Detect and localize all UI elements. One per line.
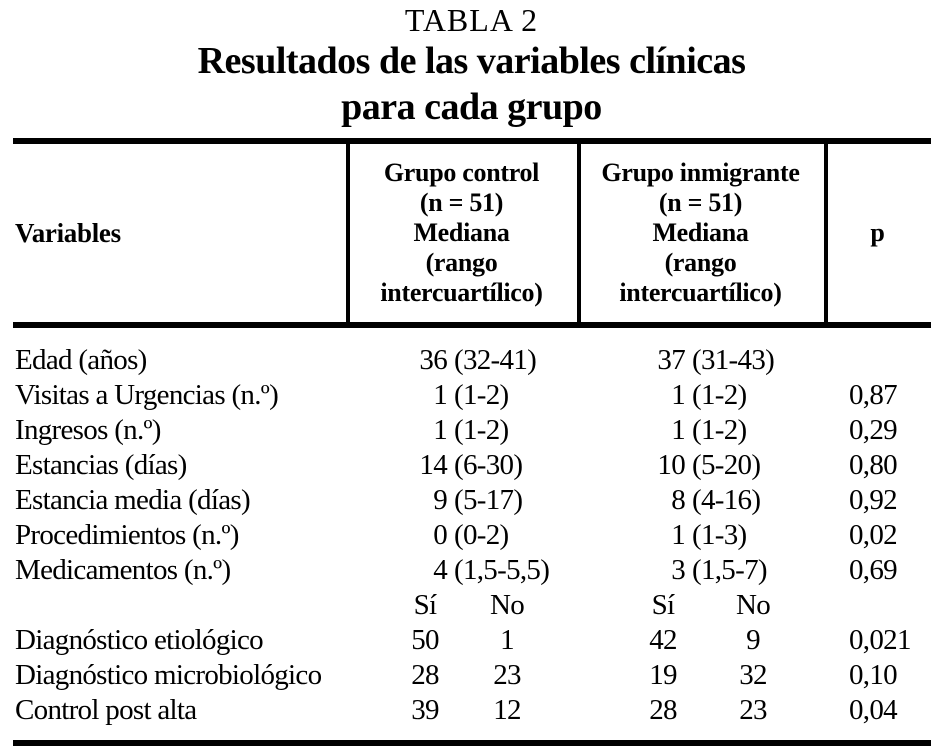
yes-label: Sí bbox=[651, 589, 675, 621]
p-value: 0,10 bbox=[849, 659, 898, 691]
immigrant-counts-cell: 42 9 bbox=[649, 624, 760, 656]
p-value: 0,92 bbox=[849, 484, 898, 516]
header-row: Variables Grupo control (n = 51) Mediana… bbox=[13, 144, 931, 322]
immigrant-group-n: (n = 51) bbox=[658, 188, 743, 217]
row-label: Procedimientos (n.º) bbox=[15, 519, 239, 551]
empty-cell bbox=[13, 588, 346, 623]
results-table: Variables Grupo control (n = 51) Mediana… bbox=[13, 138, 931, 746]
immigrant-group-name: Grupo inmigrante bbox=[601, 158, 800, 187]
p-label: p bbox=[870, 218, 885, 247]
control-median-cell: 0 (0-2) bbox=[433, 519, 509, 551]
control-median-cell: 9 (5-17) bbox=[433, 484, 523, 516]
immigrant-group-median-label: Mediana bbox=[652, 218, 749, 247]
immigrant-median-cell: 8 (4-16) bbox=[671, 484, 761, 516]
p-value: 0,29 bbox=[849, 414, 898, 446]
immigrant-median-cell: 10 (5-20) bbox=[657, 449, 761, 481]
variables-label: Variables bbox=[15, 218, 121, 248]
immigrant-median-cell: 1 (1-2) bbox=[671, 379, 747, 411]
yes-label: Sí bbox=[413, 589, 437, 621]
immigrant-group-range-label2: intercuartílico) bbox=[619, 278, 782, 307]
column-header-p: p bbox=[824, 144, 931, 322]
row-label: Estancias (días) bbox=[15, 449, 187, 481]
immigrant-median-cell: 37 (31-43) bbox=[657, 344, 775, 376]
immigrant-median-cell: 3 (1,5-7) bbox=[671, 554, 767, 586]
column-header-immigrant-group: Grupo inmigrante (n = 51) Mediana (rango… bbox=[577, 144, 824, 322]
control-yes-no-header: Sí No bbox=[346, 588, 577, 623]
control-counts-cell: 28 23 bbox=[411, 659, 521, 691]
control-group-n: (n = 51) bbox=[419, 188, 504, 217]
table-row: Ingresos (n.º) 1 (1-2) 1 (1-2) 0,29 bbox=[13, 413, 931, 448]
control-median-cell: 4 (1,5-5,5) bbox=[433, 554, 550, 586]
table-body: Edad (años) 36 (32-41) 37 (31-43) Visitas … bbox=[13, 328, 931, 740]
table-row: Diagnóstico microbiológico 28 23 19 32 0,1… bbox=[13, 658, 931, 693]
table-row: Visitas a Urgencias (n.º) 1 (1-2) 1 (1-2) … bbox=[13, 378, 931, 413]
column-header-control-group: Grupo control (n = 51) Mediana (rango in… bbox=[346, 144, 577, 322]
table-row: Edad (años) 36 (32-41) 37 (31-43) bbox=[13, 343, 931, 378]
table-number: TABLA 2 bbox=[404, 2, 539, 38]
bottom-rule bbox=[13, 740, 931, 746]
row-label: Estancia media (días) bbox=[15, 484, 251, 516]
immigrant-median-cell: 1 (1-3) bbox=[671, 519, 747, 551]
table-row: Control post alta 39 12 28 23 0,04 bbox=[13, 693, 931, 728]
control-median-cell: 1 (1-2) bbox=[433, 414, 509, 446]
control-group-range-label1: (rango bbox=[425, 248, 498, 277]
immigrant-counts-cell: 19 32 bbox=[649, 659, 767, 691]
row-label: Diagnóstico etiológico bbox=[15, 624, 264, 656]
control-median-cell: 14 (6-30) bbox=[419, 449, 523, 481]
table-row: Estancia media (días) 9 (5-17) 8 (4-16) 0,… bbox=[13, 483, 931, 518]
row-label: Ingresos (n.º) bbox=[15, 414, 161, 446]
top-rule bbox=[13, 138, 931, 144]
p-value: 0,80 bbox=[849, 449, 898, 481]
table-row: Estancias (días) 14 (6-30) 10 (5-20) 0,80 bbox=[13, 448, 931, 483]
no-label: No bbox=[489, 589, 525, 621]
row-label: Control post alta bbox=[15, 694, 197, 726]
control-group-median-label: Mediana bbox=[413, 218, 510, 247]
column-divider bbox=[346, 144, 350, 322]
column-divider bbox=[577, 144, 581, 322]
column-divider bbox=[824, 144, 828, 322]
no-label: No bbox=[735, 589, 771, 621]
subheader-row: Sí No Sí No bbox=[13, 588, 931, 623]
table-row: Procedimientos (n.º) 0 (0-2) 1 (1-3) 0,02 bbox=[13, 518, 931, 553]
p-value: 0,02 bbox=[849, 519, 898, 551]
p-value: 0,04 bbox=[849, 694, 898, 726]
p-value bbox=[824, 343, 931, 378]
table-row: Diagnóstico etiológico 50 1 42 9 0,021 bbox=[13, 623, 931, 658]
table-title-block: TABLA 2 Resultados de las variables clín… bbox=[0, 0, 943, 130]
immigrant-group-range-label1: (rango bbox=[664, 248, 737, 277]
p-value: 0,87 bbox=[849, 379, 898, 411]
row-label: Medicamentos (n.º) bbox=[15, 554, 231, 586]
control-group-range-label2: intercuartílico) bbox=[380, 278, 543, 307]
table-subtitle-line2: para cada grupo bbox=[341, 86, 602, 128]
column-header-variables: Variables bbox=[13, 144, 346, 322]
p-value: 0,69 bbox=[849, 554, 898, 586]
header-bottom-rule bbox=[13, 322, 931, 328]
p-value: 0,021 bbox=[849, 624, 911, 656]
control-median-cell: 36 (32-41) bbox=[419, 344, 537, 376]
control-counts-cell: 39 12 bbox=[411, 694, 521, 726]
row-label: Visitas a Urgencias (n.º) bbox=[15, 379, 279, 411]
empty-cell bbox=[824, 588, 931, 623]
row-label: Diagnóstico microbiológico bbox=[15, 659, 322, 691]
control-counts-cell: 50 1 bbox=[411, 624, 514, 656]
table-row: Medicamentos (n.º) 4 (1,5-5,5) 3 (1,5-7) 0… bbox=[13, 553, 931, 588]
immigrant-median-cell: 1 (1-2) bbox=[671, 414, 747, 446]
table-subtitle-line1: Resultados de las variables clínicas bbox=[197, 40, 746, 82]
immigrant-yes-no-header: Sí No bbox=[577, 588, 824, 623]
control-median-cell: 1 (1-2) bbox=[433, 379, 509, 411]
control-group-name: Grupo control bbox=[383, 158, 540, 187]
immigrant-counts-cell: 28 23 bbox=[649, 694, 767, 726]
row-label: Edad (años) bbox=[15, 344, 147, 376]
